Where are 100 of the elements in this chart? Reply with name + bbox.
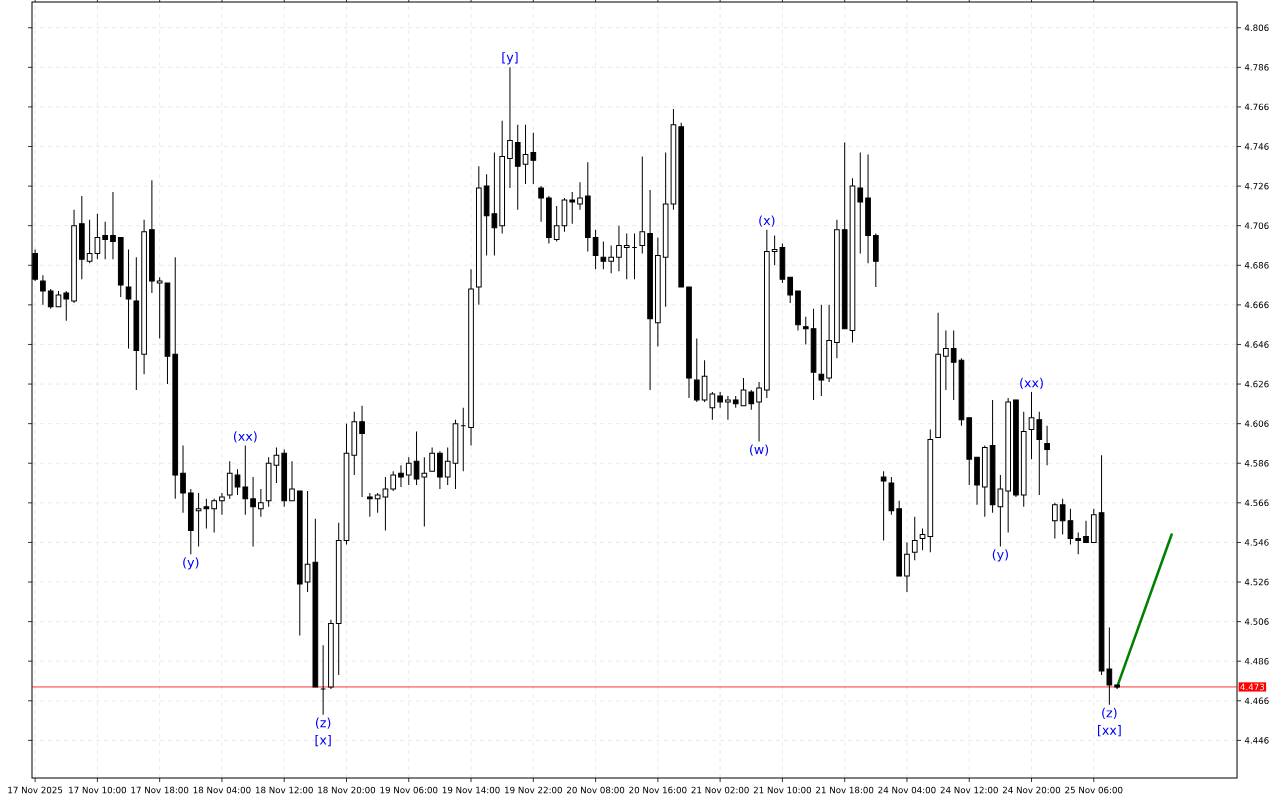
annotation: [x] — [315, 734, 331, 747]
annotation: (y) — [183, 557, 199, 570]
annotation: (z) — [1102, 707, 1117, 719]
y-tick-label: 4.726 — [1244, 182, 1269, 190]
annotation: (y) — [992, 549, 1008, 562]
x-tick-label: 24 Nov 12:00 — [940, 786, 998, 794]
candlestick — [1036, 411, 1043, 496]
candlestick — [507, 66, 513, 189]
candlestick — [538, 185, 544, 223]
candlestick — [616, 225, 622, 272]
candlestick — [904, 541, 910, 593]
y-tick-label: 4.566 — [1244, 499, 1269, 507]
x-tick-label: 17 Nov 18:00 — [131, 786, 189, 794]
x-tick-label: 17 Nov 2025 — [8, 786, 63, 794]
candlestick — [226, 460, 233, 500]
candlestick — [125, 248, 132, 349]
candlestick — [234, 468, 241, 496]
x-tick-label: 21 Nov 02:00 — [691, 786, 749, 794]
candlestick — [748, 389, 755, 411]
candlestick — [40, 274, 46, 306]
x-tick-label: 24 Nov 20:00 — [1002, 786, 1061, 794]
candlestick — [398, 464, 404, 488]
y-tick-label: 4.546 — [1244, 539, 1269, 546]
y-tick-label: 4.526 — [1244, 578, 1269, 586]
y-tick-label: 4.766 — [1244, 103, 1269, 111]
annotation: [xx] — [1098, 725, 1121, 737]
candlestick — [1083, 520, 1089, 543]
candlestick — [569, 191, 576, 225]
candlestick — [818, 304, 825, 397]
annotation: (x) — [759, 215, 775, 227]
candlestick — [211, 498, 217, 534]
x-tick-label: 18 Nov 12:00 — [255, 786, 313, 794]
candlestick — [1075, 532, 1082, 555]
x-tick-label: 19 Nov 06:00 — [380, 786, 438, 794]
ref-line-label: 4.473 — [1240, 683, 1265, 691]
y-tick-label: 4.646 — [1244, 341, 1269, 348]
candlestick — [250, 476, 256, 547]
y-tick-label: 4.606 — [1244, 420, 1269, 427]
candlestick — [429, 446, 435, 472]
candlestick — [717, 391, 723, 409]
candlestick — [943, 330, 949, 391]
y-tick-label: 4.686 — [1244, 262, 1269, 269]
x-tick-label: 25 Nov 06:00 — [1065, 786, 1123, 794]
candlestick — [359, 405, 365, 498]
candlestick — [258, 488, 264, 518]
candlestick — [577, 181, 583, 211]
candlestick — [63, 290, 70, 322]
candlestick — [802, 316, 809, 345]
candlestick — [608, 244, 614, 274]
x-tick-label: 18 Nov 20:00 — [318, 786, 376, 794]
annotation: [y] — [502, 52, 518, 65]
candlestick — [437, 450, 443, 490]
y-tick-label: 4.806 — [1244, 24, 1269, 32]
y-tick-label: 4.466 — [1244, 697, 1269, 705]
x-tick-label: 20 Nov 08:00 — [567, 786, 625, 794]
candlestick — [1052, 502, 1058, 539]
candlestick — [219, 492, 225, 516]
candlestick — [102, 221, 109, 260]
candlestick — [600, 241, 607, 270]
y-tick-label: 4.706 — [1244, 222, 1269, 229]
candlestick — [639, 155, 646, 254]
annotation: (xx) — [233, 431, 257, 443]
y-tick-label: 4.786 — [1244, 64, 1269, 71]
y-tick-label: 4.486 — [1244, 657, 1269, 665]
candlestick — [756, 381, 762, 442]
y-tick-label: 4.746 — [1244, 143, 1269, 150]
candlestick — [289, 460, 295, 502]
candlestick — [693, 338, 700, 403]
candlestick — [242, 444, 249, 516]
candlestick — [1028, 391, 1035, 460]
candlestick — [367, 492, 373, 518]
annotation: (z) — [315, 717, 331, 729]
annotation: (w) — [750, 444, 769, 456]
x-tick-label: 21 Nov 10:00 — [753, 786, 812, 794]
candlestick — [880, 470, 887, 541]
y-tick-label: 4.626 — [1244, 380, 1269, 388]
x-tick-label: 18 Nov 04:00 — [193, 786, 251, 794]
x-tick-label: 19 Nov 14:00 — [442, 786, 500, 794]
annotation: (xx) — [1020, 377, 1043, 390]
candlestick — [725, 395, 731, 421]
y-tick-label: 4.666 — [1244, 301, 1269, 309]
x-tick-label: 21 Nov 18:00 — [816, 786, 874, 794]
x-tick-label: 19 Nov 22:00 — [505, 786, 562, 794]
candlestick — [1044, 425, 1050, 466]
candlestick — [514, 124, 521, 211]
candlestick — [180, 444, 186, 514]
candlestick — [405, 456, 412, 486]
candlestick — [740, 377, 747, 407]
candlestick — [390, 470, 397, 492]
y-tick-label: 4.446 — [1244, 737, 1269, 744]
x-tick-label: 17 Nov 10:00 — [69, 786, 127, 794]
candlestick — [623, 233, 630, 280]
y-tick-label: 4.506 — [1244, 618, 1269, 625]
candlestick — [110, 191, 116, 260]
x-tick-label: 24 Nov 04:00 — [878, 786, 936, 794]
candlestick — [911, 516, 918, 561]
candlestick — [787, 276, 794, 304]
candlestick — [857, 151, 864, 254]
candlestick — [592, 229, 599, 270]
x-tick-label: 20 Nov 16:00 — [629, 786, 687, 794]
